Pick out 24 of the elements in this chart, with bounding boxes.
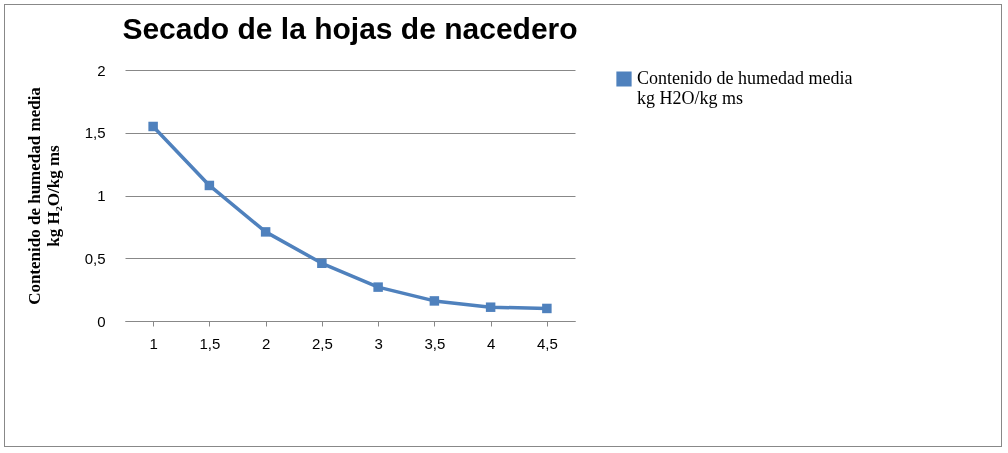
point	[204, 180, 215, 191]
point	[485, 302, 496, 312]
legend-label: Contenido de humedad media kg H2O/kg ms	[637, 68, 853, 108]
x-tick-label: 4,5	[536, 334, 558, 352]
y-axis-title: Contenido de humedad media kg H₂O/kg ms	[24, 86, 63, 305]
point	[317, 258, 327, 269]
point	[148, 121, 158, 132]
x-tick-label: 2,5	[311, 334, 333, 352]
x-tick-label: 2	[261, 334, 271, 352]
y-tick-label: 2	[97, 61, 106, 79]
y-tick-label: 1,5	[84, 124, 106, 142]
point	[542, 303, 552, 314]
y-tick-label: 1	[97, 187, 106, 204]
x-tick-label: 3	[374, 334, 383, 352]
y-tick-label: 0	[97, 312, 106, 330]
x-tick-label: 4	[486, 334, 496, 352]
chart-title: Secado de la hojas de nacedero	[122, 12, 578, 45]
x-tick-label: 3,5	[424, 334, 446, 352]
point	[260, 227, 271, 237]
x-tick-label: 1,5	[199, 334, 221, 352]
point	[429, 296, 440, 306]
y-tick-label: 0,5	[84, 249, 106, 267]
point	[373, 282, 383, 292]
x-tick-label: 1	[149, 334, 158, 352]
